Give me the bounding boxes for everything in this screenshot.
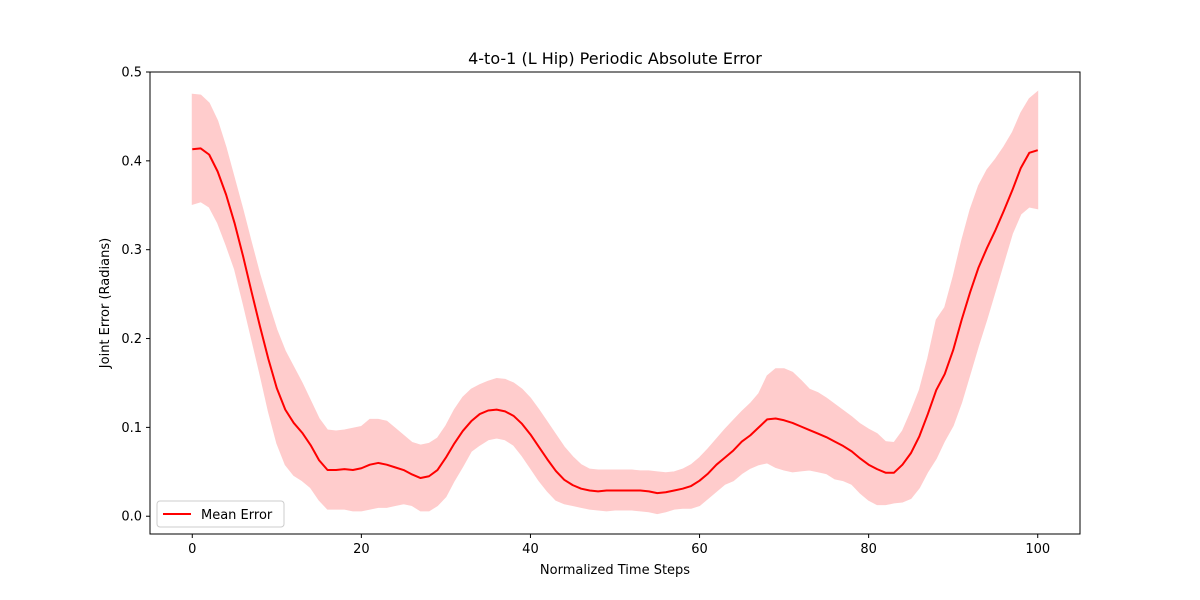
x-tick-label: 60 [691,542,708,557]
x-axis-label: Normalized Time Steps [540,563,690,578]
error-band-layer [191,90,1039,515]
error-band-0 [191,90,1039,515]
y-tick-label: 0.5 [121,66,142,81]
legend-label-mean-error: Mean Error [201,508,273,523]
mean-error-line [192,147,1039,495]
chart-title: 4-to-1 (L Hip) Periodic Absolute Error [468,49,762,68]
y-tick-label: 0.3 [121,243,142,258]
x-tick-label: 20 [353,542,370,557]
x-tick-label: 100 [1025,542,1050,557]
x-tick-label: 80 [860,542,877,557]
y-tick-label: 0.2 [121,332,142,347]
legend: Mean Error [156,500,285,528]
x-axis-ticks: 0 20 40 60 80 100 [188,534,1050,557]
y-tick-label: 0.0 [121,510,142,525]
mean-line-layer [192,147,1039,495]
x-tick-label: 40 [522,542,539,557]
y-axis-ticks: 0.0 0.1 0.2 0.3 0.4 0.5 [121,66,150,525]
legend-box [156,500,285,528]
plot-frame [149,71,1081,535]
y-tick-label: 0.1 [121,421,142,436]
y-tick-label: 0.4 [121,154,142,169]
x-tick-label: 0 [188,542,196,557]
y-axis-label: Joint Error (Radians) [98,238,113,369]
